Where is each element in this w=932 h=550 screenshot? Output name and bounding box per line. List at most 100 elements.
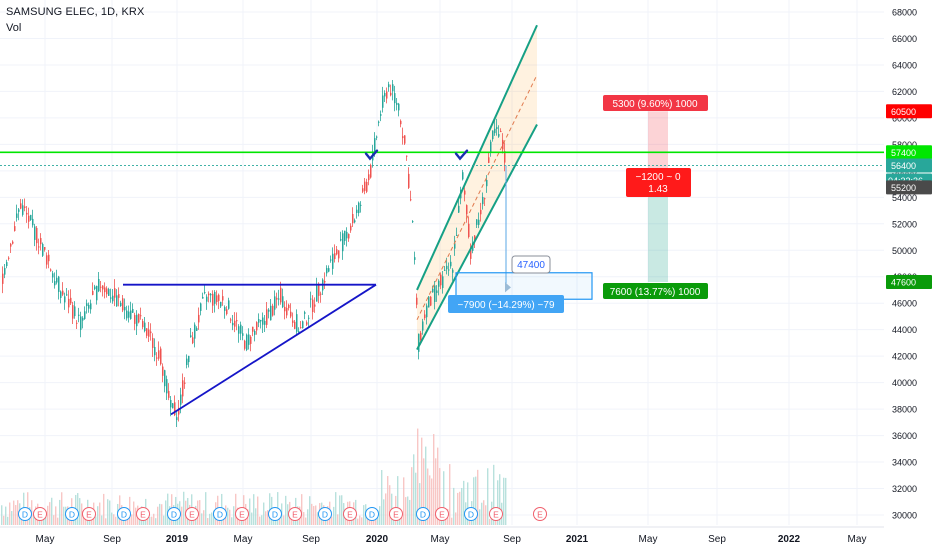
earnings-marker — [435, 507, 449, 521]
candle-body — [142, 321, 144, 328]
volume-bar — [475, 476, 477, 525]
volume-bar — [109, 500, 111, 525]
candle-body — [214, 292, 216, 304]
volume-bar — [409, 499, 411, 525]
time-axis-label: Sep — [103, 534, 121, 545]
volume-bar — [149, 516, 151, 525]
check-icon — [454, 149, 469, 161]
volume-bar — [161, 504, 163, 525]
volume-bar — [51, 497, 53, 525]
volume-bar — [457, 492, 459, 525]
candle-body — [404, 135, 406, 144]
candle-body — [310, 298, 312, 300]
volume-bar — [505, 477, 507, 525]
candle-body — [458, 205, 460, 213]
volume-bar — [499, 474, 501, 525]
earnings-marker-label: E — [393, 510, 399, 520]
volume-bar — [201, 513, 203, 525]
candle-body — [76, 322, 78, 324]
volume-bar — [231, 517, 233, 525]
candle-body — [270, 305, 272, 321]
candle-body — [208, 293, 210, 296]
candle-body — [370, 165, 372, 178]
candle-body — [480, 209, 482, 215]
volume-bar — [481, 502, 483, 525]
candle-body — [376, 136, 378, 138]
candle-body — [140, 315, 142, 317]
dividend-marker — [213, 507, 227, 521]
volume-bar — [305, 517, 307, 525]
candle-body — [190, 335, 192, 338]
candle-body — [410, 199, 412, 201]
volume-bar — [487, 468, 489, 525]
volume-bar — [333, 506, 335, 525]
earnings-marker — [288, 507, 302, 521]
time-axis-label: May — [848, 534, 867, 545]
candle-body — [64, 296, 66, 303]
candle-body — [456, 234, 458, 236]
time-axis-label: 2022 — [778, 534, 801, 545]
price-axis-tick: 34000 — [892, 458, 917, 468]
dividend-marker — [464, 507, 478, 521]
volume-bar — [255, 508, 257, 525]
volume-bar — [285, 495, 287, 525]
candle-body — [290, 311, 292, 317]
volume-bar — [441, 518, 443, 525]
candle-body — [150, 331, 152, 334]
volume-bar — [283, 515, 285, 525]
candle-body — [154, 346, 156, 356]
volume-bar — [381, 470, 383, 525]
price-tag-stop: 60500 — [891, 107, 916, 117]
volume-bar — [211, 512, 213, 525]
dividend-marker-label: D — [369, 510, 375, 520]
candle-body — [202, 296, 204, 299]
candle-body — [448, 269, 450, 271]
candle-body — [128, 311, 130, 318]
candle-body — [422, 321, 424, 331]
candle-body — [86, 303, 88, 306]
candle-body — [34, 226, 36, 240]
volume-bar — [433, 434, 435, 525]
candle-body — [470, 248, 472, 259]
volume-bar — [205, 492, 207, 525]
candle-body — [362, 188, 364, 192]
candle-body — [330, 259, 332, 261]
candle-body — [254, 330, 256, 335]
candle-body — [178, 408, 180, 415]
candle-body — [230, 319, 232, 321]
price-axis-tick: 62000 — [892, 87, 917, 97]
candle-body — [24, 206, 26, 208]
candle-body — [22, 205, 24, 215]
volume-bar — [107, 499, 109, 525]
candle-body — [296, 314, 298, 332]
candle-body — [492, 130, 494, 140]
price-axis-tick: 46000 — [892, 299, 917, 309]
candle-body — [426, 305, 428, 318]
time-axis-label: 2019 — [166, 534, 189, 545]
price-tag-horizontal: 57400 — [891, 148, 916, 158]
candle-body — [60, 291, 62, 298]
measure-label-box — [448, 295, 564, 313]
volume-bar — [115, 516, 117, 525]
volume-bar — [503, 477, 505, 525]
candle-body — [92, 291, 94, 295]
candle-body — [204, 292, 206, 294]
price-axis-tick: 42000 — [892, 352, 917, 362]
price-axis-tick: 36000 — [892, 431, 917, 441]
volume-bar — [363, 505, 365, 525]
volume-bar — [49, 502, 51, 525]
volume-bar — [435, 458, 437, 525]
volume-bar — [45, 512, 47, 525]
dividend-marker — [65, 507, 79, 521]
candle-body — [206, 296, 208, 302]
candle-body — [256, 322, 258, 331]
candle-body — [274, 296, 276, 310]
candle-body — [158, 350, 160, 359]
price-axis-tick: 68000 — [892, 8, 917, 18]
price-axis-tick: 38000 — [892, 405, 917, 415]
volume-bar — [101, 515, 103, 525]
volume-bar — [411, 467, 413, 525]
stop-zone — [648, 111, 668, 182]
